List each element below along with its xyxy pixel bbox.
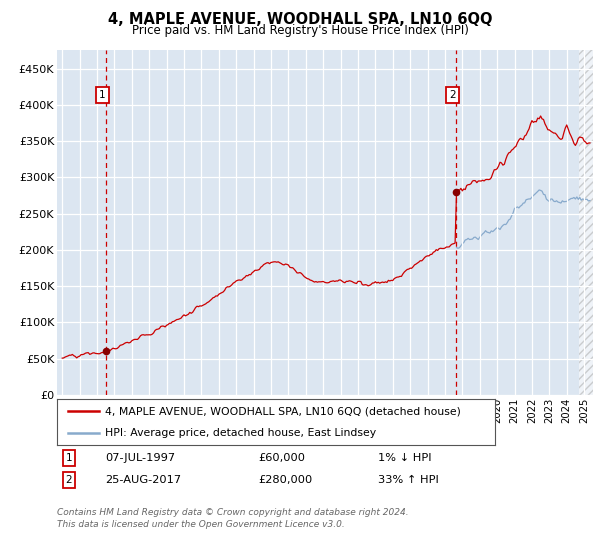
Text: 2: 2 bbox=[449, 90, 456, 100]
Text: 33% ↑ HPI: 33% ↑ HPI bbox=[378, 475, 439, 485]
Text: £280,000: £280,000 bbox=[258, 475, 312, 485]
Text: 4, MAPLE AVENUE, WOODHALL SPA, LN10 6QQ: 4, MAPLE AVENUE, WOODHALL SPA, LN10 6QQ bbox=[108, 12, 492, 27]
Text: Price paid vs. HM Land Registry's House Price Index (HPI): Price paid vs. HM Land Registry's House … bbox=[131, 24, 469, 37]
Text: 1: 1 bbox=[65, 453, 73, 463]
Bar bbox=[579, 47, 596, 395]
Text: 4, MAPLE AVENUE, WOODHALL SPA, LN10 6QQ (detached house): 4, MAPLE AVENUE, WOODHALL SPA, LN10 6QQ … bbox=[105, 406, 461, 416]
Text: Contains HM Land Registry data © Crown copyright and database right 2024.
This d: Contains HM Land Registry data © Crown c… bbox=[57, 508, 409, 529]
Text: 1% ↓ HPI: 1% ↓ HPI bbox=[378, 453, 431, 463]
Text: 2: 2 bbox=[65, 475, 73, 485]
Text: 1: 1 bbox=[99, 90, 106, 100]
Text: £60,000: £60,000 bbox=[258, 453, 305, 463]
Text: 07-JUL-1997: 07-JUL-1997 bbox=[105, 453, 175, 463]
Text: HPI: Average price, detached house, East Lindsey: HPI: Average price, detached house, East… bbox=[105, 428, 376, 438]
Text: 25-AUG-2017: 25-AUG-2017 bbox=[105, 475, 181, 485]
